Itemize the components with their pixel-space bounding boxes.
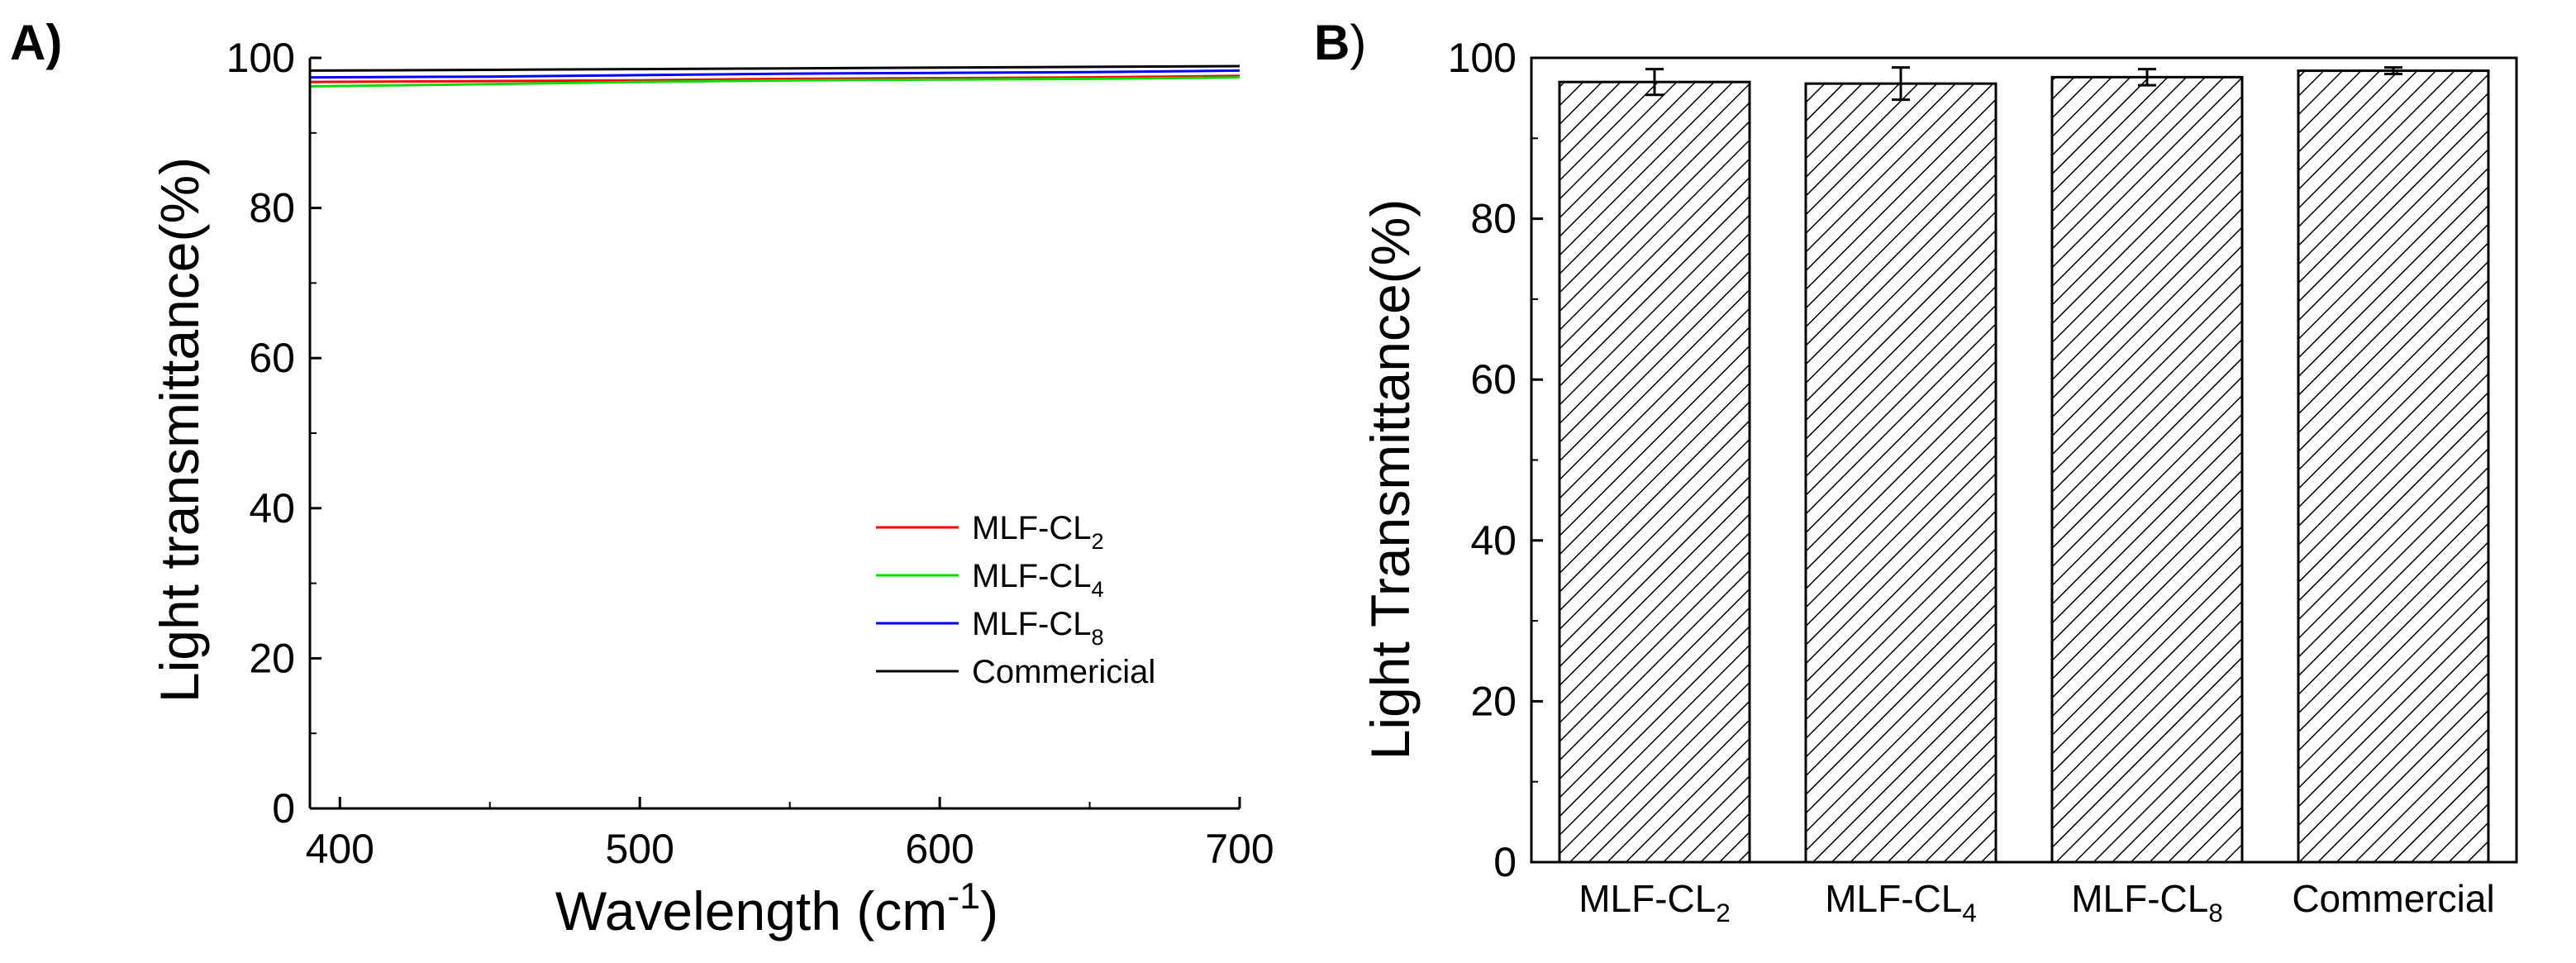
panel-b-category-label-1-main: MLF-CL bbox=[1578, 877, 1716, 920]
panel-b-y-tick-label: 0 bbox=[1493, 839, 1517, 885]
panel-b-y-tick-label: 40 bbox=[1470, 517, 1517, 564]
panel-b-plot: MLF-CL2 MLF-CL4 MLF-CL8 Commercial bbox=[1558, 66, 2495, 927]
panel-a-x-tick-label: 700 bbox=[1205, 826, 1274, 872]
panel-b-category-label-4: Commercial bbox=[2292, 877, 2494, 920]
panel-a-legend-label-3-sub: 8 bbox=[1091, 624, 1103, 650]
panel-a-series-line-3 bbox=[309, 69, 1240, 79]
panel-b-category-label-2: MLF-CL4 bbox=[1825, 877, 1977, 927]
panel-b-category-label-2-main: MLF-CL bbox=[1825, 877, 1962, 920]
panel-a-series-line-4 bbox=[309, 64, 1240, 72]
panel-a-y-axis-title: Light transmittance(%) bbox=[149, 157, 210, 703]
panel-a-y-tick-label: 20 bbox=[249, 635, 295, 681]
panel-b-category-label-1: MLF-CL2 bbox=[1578, 877, 1731, 927]
panel-b-label-paren: ) bbox=[1350, 15, 1366, 70]
panel-b-bar-2 bbox=[1804, 82, 1997, 864]
panel-a-legend-label-2-sub: 4 bbox=[1091, 576, 1103, 602]
panel-a-y-tick-label: 80 bbox=[249, 185, 295, 231]
panel-b-category-label-3-main: MLF-CL bbox=[2071, 877, 2208, 920]
panel-a-legend-label-1-sub: 2 bbox=[1091, 528, 1103, 554]
panel-b-category-label-2-sub: 4 bbox=[1962, 899, 1976, 927]
panel-a-label: A) bbox=[10, 15, 62, 70]
panel-a-series-line-2 bbox=[309, 76, 1240, 88]
panel-a-ticks: 0 20 40 60 80 100 400 500 600 700 bbox=[226, 35, 1274, 872]
panel-b-bar-1 bbox=[1558, 80, 1751, 864]
panel-a-y-tick-label: 0 bbox=[272, 785, 295, 832]
panel-b-label: B) bbox=[1314, 15, 1366, 70]
panel-b-y-tick-label: 80 bbox=[1470, 196, 1517, 242]
panel-a-x-tick-label: 400 bbox=[306, 826, 374, 872]
panel-b-category-label-3-sub: 8 bbox=[2208, 899, 2222, 927]
panel-b-category-label-3: MLF-CL8 bbox=[2071, 877, 2223, 927]
panel-b-bar-3 bbox=[2050, 75, 2244, 864]
panel-a-y-tick-label: 100 bbox=[226, 35, 295, 81]
panel-a-x-axis-title-main: Wavelength (cm bbox=[555, 880, 947, 942]
panel-b: B) MLF-CL2 MLF-CL4 MLF-CL8 Commercial 02040… bbox=[1314, 15, 2518, 927]
panel-a-x-axis-title: Wavelength (cm-1) bbox=[555, 875, 998, 942]
panel-b-category-label-1-sub: 2 bbox=[1716, 899, 1730, 927]
panel-a-legend-label-3: MLF-CL8 bbox=[972, 606, 1104, 650]
panel-a-legend-label-1-main: MLF-CL bbox=[972, 510, 1091, 546]
panel-b-ticks: 0 20 40 60 80 100 bbox=[1448, 35, 1543, 885]
panel-b-y-tick-label: 100 bbox=[1448, 35, 1517, 81]
panel-a-legend-label-2-main: MLF-CL bbox=[972, 558, 1091, 594]
panel-b-bar-4 bbox=[2297, 69, 2490, 864]
panel-b-y-axis-title: Light Transmittance(%) bbox=[1359, 199, 1421, 760]
panel-a-legend-label-1: MLF-CL2 bbox=[972, 510, 1104, 554]
panel-a-legend-label-4: Commericial bbox=[972, 654, 1155, 690]
panel-a-legend-label-2: MLF-CL4 bbox=[972, 558, 1104, 602]
panel-a-x-axis-title-sup: -1 bbox=[947, 875, 980, 917]
panel-a-x-axis-title-end: ) bbox=[980, 880, 998, 942]
panel-b-y-tick-label: 60 bbox=[1470, 356, 1517, 403]
panel-b-y-tick-label: 20 bbox=[1470, 678, 1517, 724]
panel-a-x-tick-label: 500 bbox=[605, 826, 674, 872]
panel-a: A) 0 20 40 60 80 100 400 500 600 700 Light transm… bbox=[10, 15, 1274, 942]
panel-a-y-tick-label: 40 bbox=[249, 485, 295, 532]
panel-a-legend-label-3-main: MLF-CL bbox=[972, 606, 1091, 642]
panel-a-plot bbox=[309, 64, 1240, 88]
panel-a-y-tick-label: 60 bbox=[249, 335, 295, 381]
panel-a-legend-label-4-main: Commericial bbox=[972, 654, 1155, 690]
panel-b-category-label-4-main: Commercial bbox=[2292, 877, 2494, 920]
panel-b-label-letter: B bbox=[1314, 15, 1350, 70]
panel-a-x-tick-label: 600 bbox=[905, 826, 974, 872]
panel-a-series-line-1 bbox=[309, 74, 1240, 83]
